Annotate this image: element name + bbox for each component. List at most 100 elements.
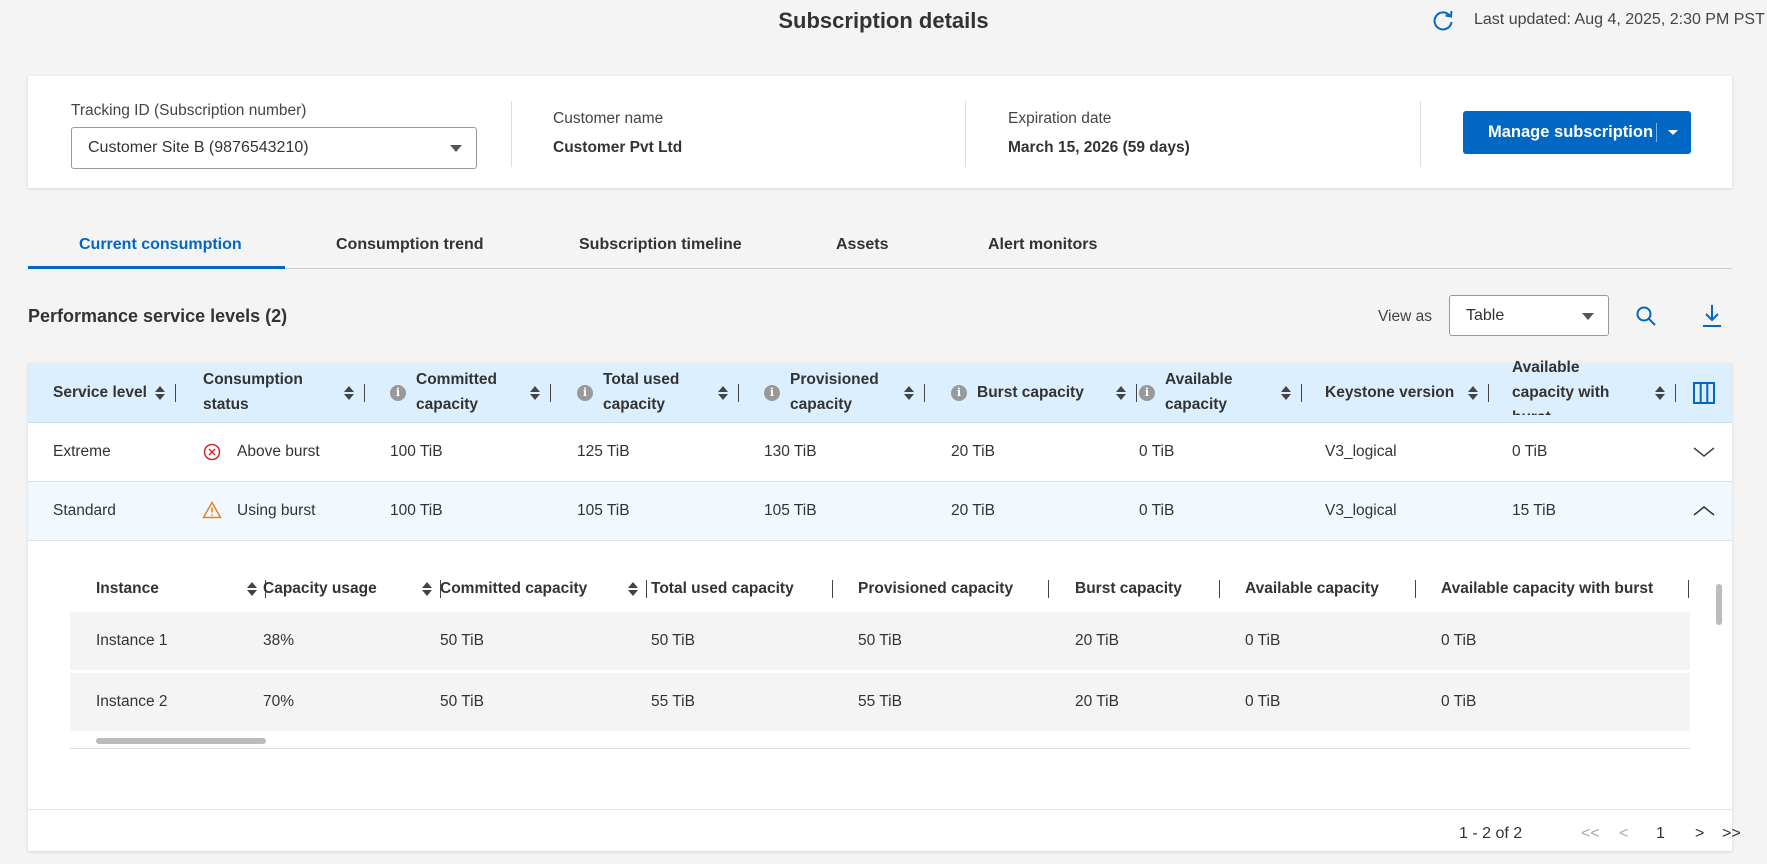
table-row: Instance 2 70% 50 TiB 55 TiB 55 TiB 20 T… xyxy=(70,673,1690,731)
tab-assets[interactable]: Assets xyxy=(836,236,889,253)
sort-icon[interactable] xyxy=(1468,385,1478,401)
sort-icon[interactable] xyxy=(422,581,432,597)
divider xyxy=(70,748,1690,749)
info-icon[interactable]: i xyxy=(764,385,780,401)
warning-icon xyxy=(202,501,222,519)
horizontal-scrollbar[interactable] xyxy=(96,738,266,744)
next-page-icon[interactable]: > xyxy=(1695,825,1705,842)
pagination: 1 - 2 of 2 << < 1 > >> xyxy=(28,825,1741,845)
info-icon[interactable]: i xyxy=(1139,385,1155,401)
available-capacity-with-burst: 15 TiB xyxy=(1512,502,1556,519)
table-row[interactable]: Standard Using burst 100 TiB 105 TiB 105… xyxy=(28,482,1732,541)
service-levels-table: Service level Consumption status i Commi… xyxy=(28,359,1741,851)
capacity-usage: 38% xyxy=(263,632,295,649)
sort-icon[interactable] xyxy=(904,385,914,401)
column-header-consumption-status[interactable]: Consumption status xyxy=(203,371,303,413)
chevron-down-icon xyxy=(1582,313,1594,320)
total-used-capacity: 125 TiB xyxy=(577,443,630,460)
page-title: Subscription details xyxy=(778,8,989,33)
error-circle-icon xyxy=(203,443,221,461)
sort-icon[interactable] xyxy=(1655,385,1665,401)
instance-name: Instance 1 xyxy=(96,632,168,649)
committed-capacity: 100 TiB xyxy=(390,443,443,460)
column-header-available-capacity-with-burst[interactable]: Available capacity with burst xyxy=(1441,580,1654,597)
view-as-label: View as xyxy=(1378,308,1432,325)
service-level: Extreme xyxy=(53,443,111,460)
expiration-date-value: March 15, 2026 (59 days) xyxy=(1008,139,1190,156)
download-icon[interactable] xyxy=(1700,303,1724,329)
caret-down-icon[interactable] xyxy=(1668,130,1678,135)
vertical-scrollbar[interactable] xyxy=(1716,584,1722,625)
sort-icon[interactable] xyxy=(530,385,540,401)
committed-capacity: 100 TiB xyxy=(390,502,443,519)
previous-page-icon[interactable]: < xyxy=(1619,825,1629,842)
first-page-icon[interactable]: << xyxy=(1581,825,1600,842)
manage-subscription-button[interactable]: Manage subscription xyxy=(1463,111,1691,154)
tab-current-consumption[interactable]: Current consumption xyxy=(79,236,242,253)
chevron-down-icon xyxy=(450,145,462,152)
tracking-id-value: Customer Site B (9876543210) xyxy=(88,139,309,156)
column-header-total-used-capacity[interactable]: Total used capacity xyxy=(603,371,680,413)
column-header-provisioned-capacity[interactable]: Provisioned capacity xyxy=(790,371,879,413)
column-header-burst-capacity[interactable]: Burst capacity xyxy=(1075,580,1182,597)
committed-capacity: 50 TiB xyxy=(440,632,484,649)
refresh-icon[interactable] xyxy=(1430,8,1456,34)
sort-icon[interactable] xyxy=(1281,385,1291,401)
sort-icon[interactable] xyxy=(344,385,354,401)
service-level: Standard xyxy=(53,502,116,519)
search-icon[interactable] xyxy=(1635,305,1657,327)
current-page[interactable]: 1 xyxy=(1656,825,1665,842)
column-header-available-capacity-with-burst[interactable]: Available capacity with burst xyxy=(1512,359,1610,415)
available-capacity-with-burst: 0 TiB xyxy=(1441,632,1477,649)
column-header-committed-capacity[interactable]: Committed capacity xyxy=(416,371,497,413)
column-header-total-used-capacity[interactable]: Total used capacity xyxy=(651,580,794,597)
subscription-summary-card: Tracking ID (Subscription number) Custom… xyxy=(28,76,1732,188)
info-icon[interactable]: i xyxy=(390,385,406,401)
column-header-available-capacity[interactable]: Available capacity xyxy=(1165,371,1233,413)
available-capacity: 0 TiB xyxy=(1139,502,1175,519)
last-updated: Last updated: Aug 4, 2025, 2:30 PM PST xyxy=(1474,11,1765,28)
total-used-capacity: 105 TiB xyxy=(577,502,630,519)
available-capacity: 0 TiB xyxy=(1245,632,1281,649)
column-header-service-level[interactable]: Service level xyxy=(53,384,147,401)
view-as-select[interactable]: Table xyxy=(1449,295,1609,336)
column-header-instance[interactable]: Instance xyxy=(96,580,159,597)
info-icon[interactable]: i xyxy=(951,385,967,401)
sort-icon[interactable] xyxy=(628,581,638,597)
column-header-burst-capacity[interactable]: Burst capacity xyxy=(977,384,1084,401)
chevron-up-icon[interactable] xyxy=(1693,504,1715,518)
provisioned-capacity: 130 TiB xyxy=(764,443,817,460)
available-capacity: 0 TiB xyxy=(1139,443,1175,460)
column-header-capacity-usage[interactable]: Capacity usage xyxy=(263,580,377,597)
tab-divider xyxy=(28,268,1732,269)
sort-icon[interactable] xyxy=(155,385,165,401)
sort-icon[interactable] xyxy=(1116,385,1126,401)
view-as-value: Table xyxy=(1466,307,1505,324)
keystone-version: V3_logical xyxy=(1325,502,1397,519)
committed-capacity: 50 TiB xyxy=(440,693,484,710)
last-page-icon[interactable]: >> xyxy=(1722,825,1741,842)
column-header-provisioned-capacity[interactable]: Provisioned capacity xyxy=(858,580,1014,597)
column-header-available-capacity[interactable]: Available capacity xyxy=(1245,580,1379,597)
divider xyxy=(1420,101,1421,167)
burst-capacity: 20 TiB xyxy=(1075,632,1119,649)
sort-icon[interactable] xyxy=(247,581,257,597)
tab-consumption-trend[interactable]: Consumption trend xyxy=(336,236,484,253)
tab-subscription-timeline[interactable]: Subscription timeline xyxy=(579,236,742,253)
tracking-id-select[interactable]: Customer Site B (9876543210) xyxy=(71,127,477,169)
available-capacity-with-burst: 0 TiB xyxy=(1512,443,1548,460)
tab-alert-monitors[interactable]: Alert monitors xyxy=(988,236,1098,253)
chevron-down-icon[interactable] xyxy=(1693,445,1715,459)
table-row: Instance 1 38% 50 TiB 50 TiB 50 TiB 20 T… xyxy=(70,612,1690,670)
column-header-keystone-version[interactable]: Keystone version xyxy=(1325,384,1455,401)
available-capacity: 0 TiB xyxy=(1245,693,1281,710)
column-header-committed-capacity[interactable]: Committed capacity xyxy=(440,580,588,597)
sort-icon[interactable] xyxy=(718,385,728,401)
table-row[interactable]: Extreme Above burst 100 TiB 125 TiB 130 … xyxy=(28,423,1732,482)
expiration-date-label: Expiration date xyxy=(1008,110,1112,127)
column-settings-icon[interactable] xyxy=(1693,382,1715,404)
provisioned-capacity: 55 TiB xyxy=(858,693,902,710)
info-icon[interactable]: i xyxy=(577,385,593,401)
total-used-capacity: 50 TiB xyxy=(651,632,695,649)
instance-name: Instance 2 xyxy=(96,693,168,710)
